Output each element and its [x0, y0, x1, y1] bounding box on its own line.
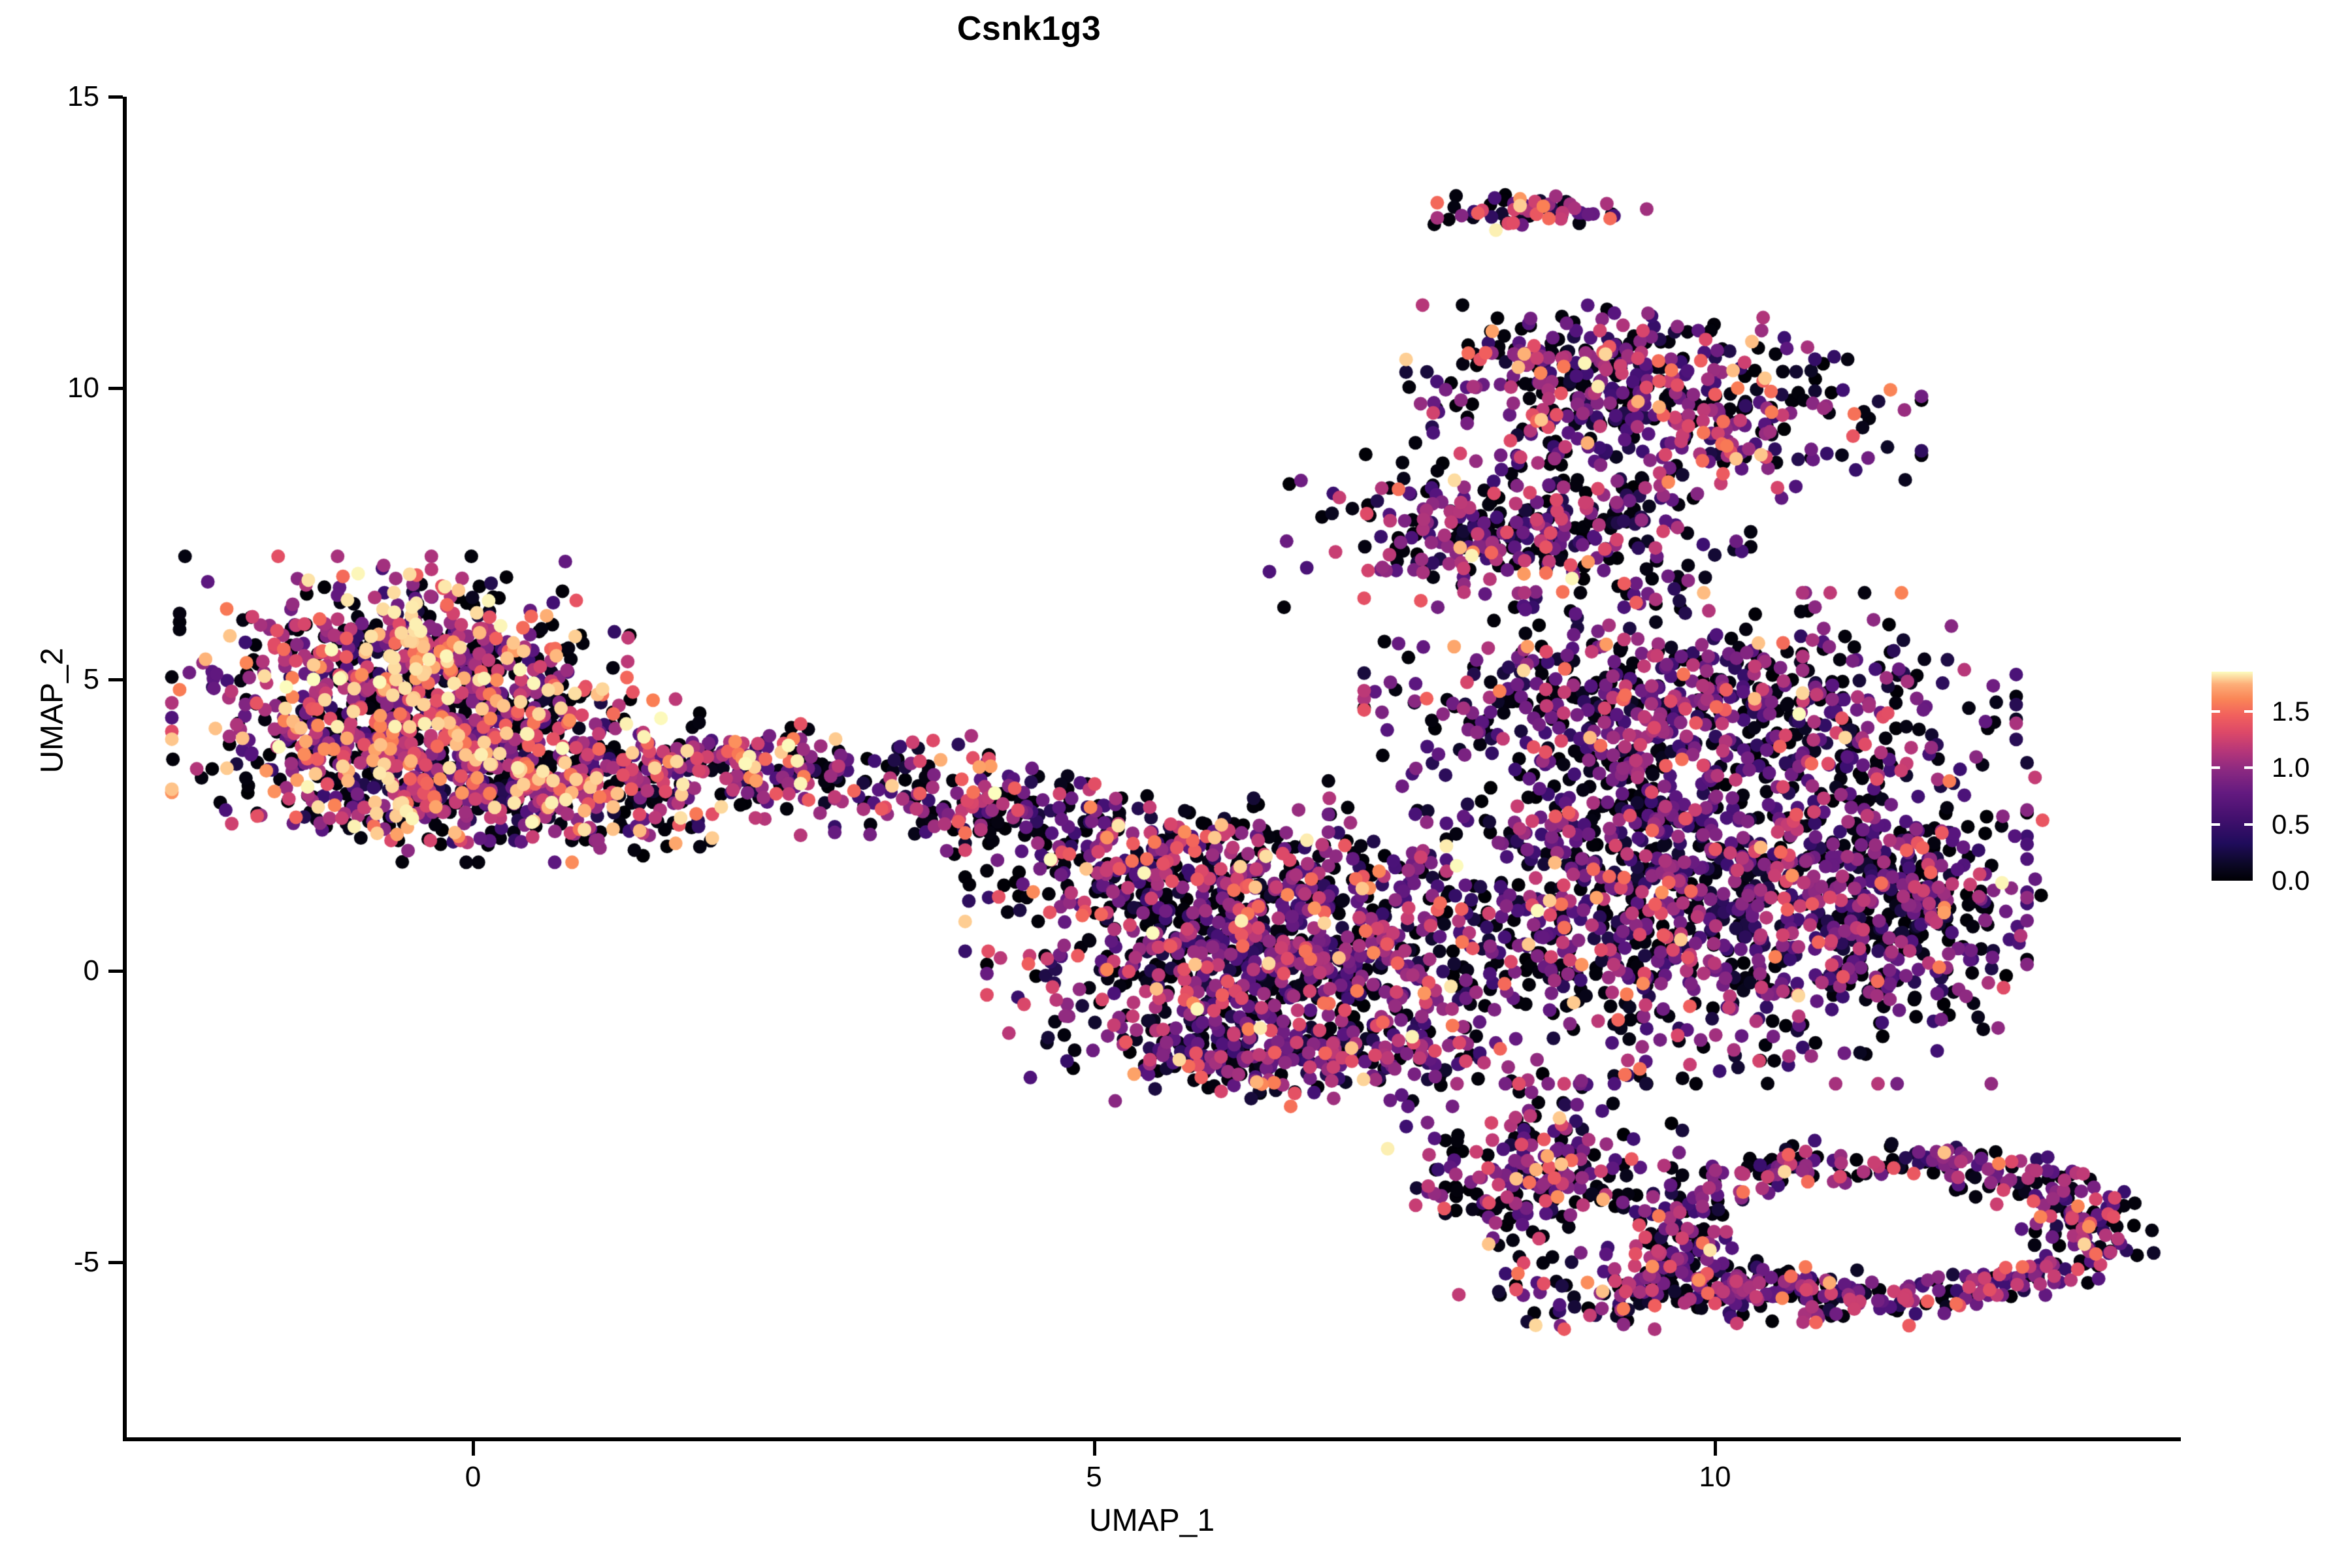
colorbar-legend[interactable]: 0.0 0.5 1.0 1.5: [2212, 672, 2352, 896]
y-tick-label: 0: [83, 955, 99, 987]
colorbar-tick-label: 1.0: [2272, 752, 2310, 783]
x-tick-label: 10: [1699, 1461, 1731, 1493]
x-axis-line: [123, 1437, 2181, 1441]
y-tick-mark: [108, 387, 123, 390]
y-tick-label: 10: [67, 372, 99, 404]
scatter-points-canvas: [127, 97, 2181, 1437]
x-axis-title: UMAP_1: [1088, 1503, 1215, 1538]
y-axis-line: [123, 97, 127, 1441]
colorbar-tick-label: 0.5: [2272, 808, 2310, 840]
x-tick-mark: [472, 1441, 475, 1456]
colorbar-tick-mark: [2212, 823, 2220, 826]
y-tick-label: -5: [73, 1246, 99, 1278]
y-tick-mark: [108, 95, 123, 99]
colorbar-tick-mark: [2212, 766, 2220, 770]
colorbar-tick-mark: [2212, 710, 2220, 713]
colorbar-gradient: [2212, 672, 2253, 881]
page-title: Csnk1g3: [956, 10, 1102, 48]
y-tick-mark: [108, 1261, 123, 1264]
colorbar-tick-label: 1.5: [2272, 695, 2310, 727]
y-axis-title: UMAP_2: [35, 647, 70, 774]
colorbar-tick-mark: [2244, 766, 2253, 770]
x-tick-mark: [1714, 1441, 1717, 1456]
y-tick-label: 15: [67, 80, 99, 112]
x-tick-label: 0: [465, 1461, 482, 1493]
y-tick-label: 5: [83, 663, 99, 695]
x-tick-label: 5: [1086, 1461, 1102, 1493]
colorbar-tick-label: 0.0: [2272, 865, 2310, 896]
scatter-plot-panel[interactable]: [127, 97, 2181, 1437]
colorbar-tick-mark: [2244, 823, 2253, 826]
colorbar-tick-mark: [2244, 710, 2253, 713]
x-tick-mark: [1092, 1441, 1096, 1456]
y-tick-mark: [108, 678, 123, 681]
y-tick-mark: [108, 970, 123, 973]
